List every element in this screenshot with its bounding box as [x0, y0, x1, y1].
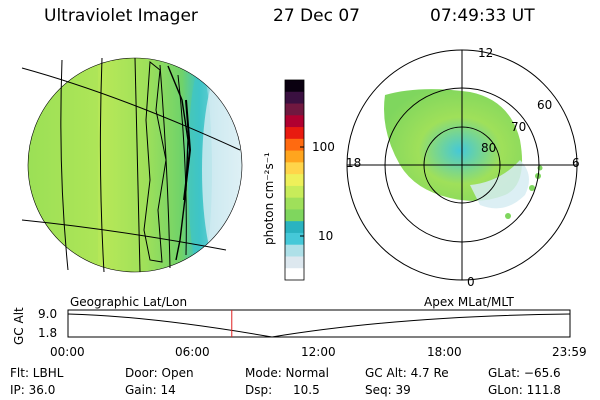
colorbar-band — [285, 115, 304, 128]
colorbar-band — [285, 150, 304, 163]
date-label: 27 Dec 07 — [273, 6, 360, 26]
alt-tick-9: 9.0 — [38, 307, 58, 321]
gain-info: Gain: 14 — [125, 383, 176, 397]
polar-plot — [346, 49, 578, 281]
geo-grid — [21, 57, 241, 273]
colorbar-band — [285, 127, 304, 140]
seq-info: Seq: 39 — [365, 383, 411, 397]
x-tick-1800: 18:00 — [427, 345, 462, 359]
x-tick-2359: 23:59 — [552, 345, 587, 359]
mode-info: Mode: Normal — [245, 366, 329, 380]
glat-info: GLat: −65.6 — [488, 366, 561, 380]
alt-tick-1-8: 1.8 — [38, 326, 58, 340]
colorbar-band — [285, 232, 304, 246]
filter-info: Flt: LBHL — [10, 366, 64, 380]
mlat-label-70: 70 — [511, 120, 527, 134]
colorbar-band — [285, 80, 304, 93]
colorbar-tick-100: 100 — [312, 140, 335, 154]
mlt-label-18: 18 — [346, 156, 362, 170]
colorbar-band — [285, 162, 304, 175]
gc-alt-axis-label: GC Alt — [12, 307, 26, 345]
ip-info: IP: 36.0 — [10, 383, 56, 397]
mlat-label-60: 60 — [537, 98, 553, 112]
colorbar-band — [285, 103, 304, 116]
colorbar-band — [285, 174, 304, 187]
gc-alt-info: GC Alt: 4.7 Re — [365, 366, 449, 380]
apex-label: Apex MLat/MLT — [424, 295, 514, 309]
colorbar-band — [285, 268, 304, 281]
colorbar-band — [285, 209, 304, 222]
instrument-title: Ultraviolet Imager — [44, 6, 198, 26]
colorbar-band — [285, 221, 304, 234]
mlt-label-6: 6 — [572, 156, 580, 170]
colorbar-band — [285, 138, 304, 152]
geographic-label: Geographic Lat/Lon — [70, 295, 188, 309]
x-tick-0000: 00:00 — [50, 345, 85, 359]
mlt-label-0: 0 — [467, 275, 475, 289]
door-info: Door: Open — [125, 366, 194, 380]
mlt-label-12: 12 — [478, 46, 494, 60]
colorbar-band — [285, 244, 304, 257]
altitude-plot — [67, 309, 571, 338]
earth-image — [27, 57, 243, 273]
time-label: 07:49:33 UT — [430, 6, 535, 26]
colorbar-band — [285, 197, 304, 210]
colorbar-unit-label: photon cm⁻²s⁻¹ — [262, 152, 276, 245]
colorbar-band — [285, 91, 304, 105]
x-tick-0600: 06:00 — [175, 345, 210, 359]
colorbar — [284, 79, 305, 281]
glon-info: GLon: 111.8 — [488, 383, 561, 397]
x-tick-1200: 12:00 — [301, 345, 336, 359]
dsp-label: Dsp: — [245, 383, 273, 397]
dsp-value: 10.5 — [293, 383, 320, 397]
colorbar-band — [285, 185, 304, 199]
colorbar-tick-10: 10 — [318, 229, 334, 243]
mlat-label-80: 80 — [481, 141, 497, 155]
colorbar-band — [285, 256, 304, 269]
